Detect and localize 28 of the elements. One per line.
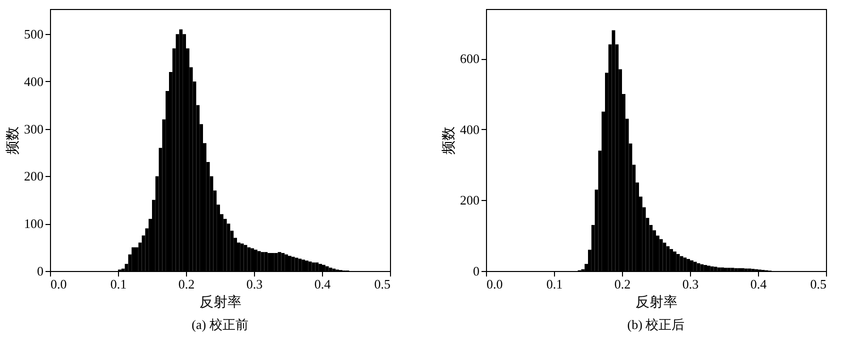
- y-tick-label: 500: [24, 26, 44, 42]
- y-tick-label: 100: [24, 216, 44, 232]
- y-tick-label: 0: [37, 264, 44, 278]
- y-tick-label: 300: [24, 121, 44, 136]
- x-axis-title: 反射率: [636, 294, 678, 310]
- text: (a) 校正前: [192, 317, 248, 332]
- x-tick-label: 0.3: [246, 276, 263, 292]
- x-tick-label: 0.4: [750, 276, 768, 292]
- y-tick-label: 0: [473, 264, 480, 278]
- x-tick-label: 0.3: [682, 276, 699, 292]
- y-axis-title: 频数: [5, 126, 21, 154]
- x-tick-label: 0.1: [110, 276, 127, 292]
- y-tick-label: 400: [24, 74, 44, 89]
- x-tick-label: 0.0: [50, 276, 67, 292]
- y-tick-label: 200: [24, 168, 44, 184]
- x-tick-label: 0.2: [614, 276, 631, 292]
- y-axis-title: 频数: [441, 126, 457, 154]
- y-tick-label: 400: [460, 122, 480, 137]
- x-tick-label: 0.2: [178, 276, 195, 292]
- text: (b) 校正后: [627, 317, 685, 332]
- x-tick-label: 0.5: [374, 276, 390, 292]
- x-tick-label: 0.4: [314, 276, 332, 292]
- y-tick-label: 600: [460, 51, 480, 66]
- x-tick-label: 0.0: [486, 276, 503, 292]
- x-tick-label: 0.5: [810, 276, 826, 292]
- x-axis-title: 反射率: [200, 294, 242, 310]
- x-tick-label: 0.1: [546, 276, 563, 292]
- y-tick-label: 200: [460, 192, 480, 208]
